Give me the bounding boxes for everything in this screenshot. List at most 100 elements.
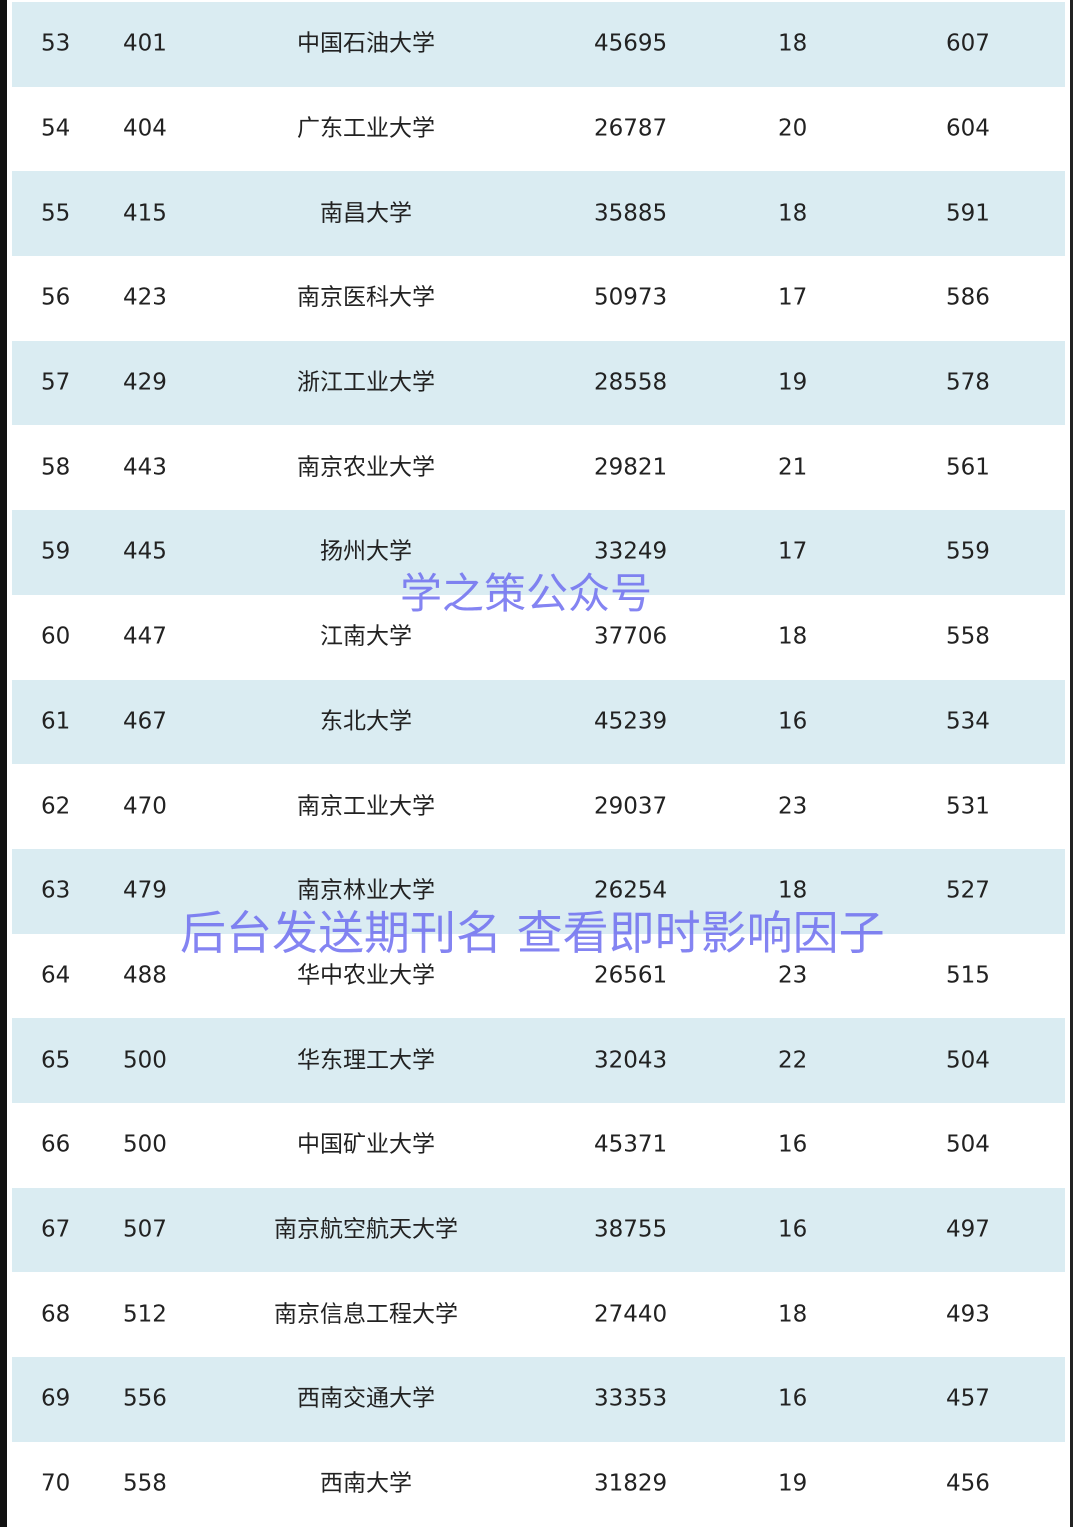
overall-rank-cell: 556 bbox=[123, 1385, 167, 1412]
count-cell: 33249 bbox=[594, 538, 668, 565]
count-cell: 32043 bbox=[594, 1047, 668, 1074]
university-name-cell: 南昌大学 bbox=[320, 200, 412, 227]
table-row: 64 488 华中农业大学 26561 23 515 bbox=[12, 934, 1065, 1019]
rank-cell: 65 bbox=[41, 1047, 71, 1074]
table-row: 70 558 西南大学 31829 19 456 bbox=[12, 1442, 1065, 1527]
overall-rank-cell: 415 bbox=[123, 200, 167, 227]
university-name-cell: 江南大学 bbox=[320, 623, 412, 650]
value-cell: 493 bbox=[946, 1301, 990, 1328]
count-cell: 38755 bbox=[594, 1216, 668, 1243]
overall-rank-cell: 558 bbox=[123, 1470, 167, 1497]
count-cell: 50973 bbox=[594, 284, 668, 311]
rank-cell: 58 bbox=[41, 454, 71, 481]
count-cell: 45371 bbox=[594, 1131, 668, 1158]
value-cell: 578 bbox=[946, 369, 990, 396]
score-cell: 19 bbox=[778, 369, 808, 396]
rank-cell: 54 bbox=[41, 115, 71, 142]
score-cell: 18 bbox=[778, 30, 808, 57]
rank-cell: 68 bbox=[41, 1301, 71, 1328]
score-cell: 18 bbox=[778, 877, 808, 904]
score-cell: 17 bbox=[778, 538, 808, 565]
rank-cell: 69 bbox=[41, 1385, 71, 1412]
value-cell: 561 bbox=[946, 454, 990, 481]
count-cell: 31829 bbox=[594, 1470, 668, 1497]
ranking-table: 53 401 中国石油大学 45695 18 607 54 404 广东工业大学 26787 20 6… bbox=[12, 2, 1065, 1526]
value-cell: 559 bbox=[946, 538, 990, 565]
value-cell: 457 bbox=[946, 1385, 990, 1412]
value-cell: 504 bbox=[946, 1047, 990, 1074]
rank-cell: 55 bbox=[41, 200, 71, 227]
university-name-cell: 广东工业大学 bbox=[297, 115, 435, 142]
score-cell: 20 bbox=[778, 115, 808, 142]
university-name-cell: 西南大学 bbox=[320, 1470, 412, 1497]
table-row: 54 404 广东工业大学 26787 20 604 bbox=[12, 87, 1065, 172]
table-row: 53 401 中国石油大学 45695 18 607 bbox=[12, 2, 1065, 87]
value-cell: 456 bbox=[946, 1470, 990, 1497]
university-name-cell: 南京农业大学 bbox=[297, 454, 435, 481]
value-cell: 527 bbox=[946, 877, 990, 904]
university-name-cell: 浙江工业大学 bbox=[297, 369, 435, 396]
left-border bbox=[0, 0, 7, 1527]
overall-rank-cell: 443 bbox=[123, 454, 167, 481]
value-cell: 534 bbox=[946, 708, 990, 735]
score-cell: 18 bbox=[778, 623, 808, 650]
score-cell: 18 bbox=[778, 200, 808, 227]
count-cell: 28558 bbox=[594, 369, 668, 396]
value-cell: 515 bbox=[946, 962, 990, 989]
rank-cell: 66 bbox=[41, 1131, 71, 1158]
table-row: 67 507 南京航空航天大学 38755 16 497 bbox=[12, 1187, 1065, 1273]
count-cell: 45695 bbox=[594, 30, 668, 57]
table-row: 69 556 西南交通大学 33353 16 457 bbox=[12, 1357, 1065, 1442]
count-cell: 27440 bbox=[594, 1301, 668, 1328]
table-row: 68 512 南京信息工程大学 27440 18 493 bbox=[12, 1272, 1065, 1357]
university-name-cell: 华中农业大学 bbox=[297, 962, 435, 989]
overall-rank-cell: 401 bbox=[123, 30, 167, 57]
table-row: 65 500 华东理工大学 32043 22 504 bbox=[12, 1018, 1065, 1103]
value-cell: 497 bbox=[946, 1216, 990, 1243]
university-name-cell: 南京工业大学 bbox=[297, 793, 435, 820]
overall-rank-cell: 429 bbox=[123, 369, 167, 396]
count-cell: 37706 bbox=[594, 623, 668, 650]
value-cell: 531 bbox=[946, 793, 990, 820]
university-name-cell: 中国矿业大学 bbox=[297, 1131, 435, 1158]
table-row: 62 470 南京工业大学 29037 23 531 bbox=[12, 764, 1065, 849]
watermark-middle: 后台发送期刊名 查看即时影响因子 bbox=[180, 906, 885, 960]
rank-cell: 56 bbox=[41, 284, 71, 311]
rank-cell: 62 bbox=[41, 793, 71, 820]
value-cell: 586 bbox=[946, 284, 990, 311]
overall-rank-cell: 447 bbox=[123, 623, 167, 650]
rank-cell: 61 bbox=[41, 708, 71, 735]
value-cell: 604 bbox=[946, 115, 990, 142]
rank-cell: 70 bbox=[41, 1470, 71, 1497]
overall-rank-cell: 423 bbox=[123, 284, 167, 311]
overall-rank-cell: 470 bbox=[123, 793, 167, 820]
university-name-cell: 西南交通大学 bbox=[297, 1385, 435, 1412]
score-cell: 18 bbox=[778, 1301, 808, 1328]
right-border bbox=[1070, 0, 1073, 1527]
score-cell: 16 bbox=[778, 1385, 808, 1412]
count-cell: 29037 bbox=[594, 793, 668, 820]
table-row: 63 479 南京林业大学 26254 18 527 bbox=[12, 848, 1065, 934]
university-name-cell: 扬州大学 bbox=[320, 538, 412, 565]
overall-rank-cell: 404 bbox=[123, 115, 167, 142]
count-cell: 33353 bbox=[594, 1385, 668, 1412]
university-name-cell: 华东理工大学 bbox=[297, 1047, 435, 1074]
score-cell: 23 bbox=[778, 962, 808, 989]
rank-cell: 57 bbox=[41, 369, 71, 396]
table-row: 66 500 中国矿业大学 45371 16 504 bbox=[12, 1103, 1065, 1188]
overall-rank-cell: 488 bbox=[123, 962, 167, 989]
value-cell: 591 bbox=[946, 200, 990, 227]
count-cell: 45239 bbox=[594, 708, 668, 735]
table-row: 61 467 东北大学 45239 16 534 bbox=[12, 679, 1065, 765]
score-cell: 16 bbox=[778, 1131, 808, 1158]
overall-rank-cell: 479 bbox=[123, 877, 167, 904]
table-row: 60 447 江南大学 37706 18 558 bbox=[12, 595, 1065, 680]
score-cell: 16 bbox=[778, 1216, 808, 1243]
university-name-cell: 中国石油大学 bbox=[297, 30, 435, 57]
rank-cell: 67 bbox=[41, 1216, 71, 1243]
overall-rank-cell: 507 bbox=[123, 1216, 167, 1243]
overall-rank-cell: 500 bbox=[123, 1047, 167, 1074]
count-cell: 26787 bbox=[594, 115, 668, 142]
rank-cell: 59 bbox=[41, 538, 71, 565]
overall-rank-cell: 445 bbox=[123, 538, 167, 565]
